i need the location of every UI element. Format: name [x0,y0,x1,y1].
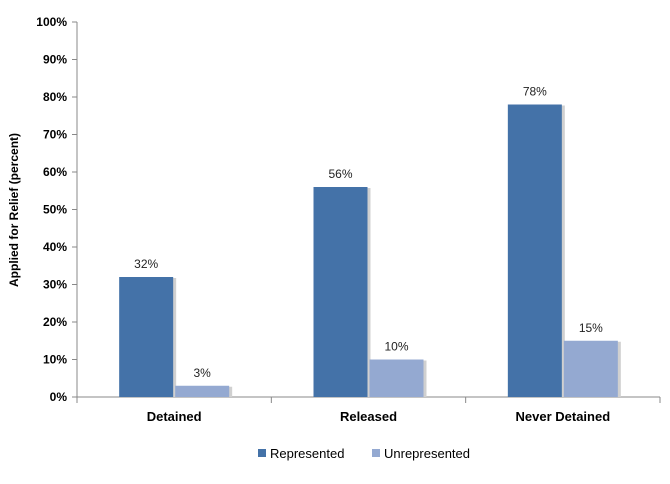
legend-label-unrepresented: Unrepresented [384,446,470,461]
data-label: 56% [328,167,352,181]
bar-unrepresented [175,385,230,397]
legend: Represented Unrepresented [258,446,470,461]
legend-swatch-unrepresented [372,449,380,457]
y-tick-label: 0% [50,390,68,404]
bar-unrepresented [369,359,424,397]
data-label: 3% [193,366,211,380]
data-label: 10% [384,340,408,354]
y-tick-label: 70% [43,128,67,142]
legend-swatch-represented [258,449,266,457]
y-tick-label: 50% [43,203,67,217]
y-tick-label: 20% [43,315,67,329]
y-tick-label: 10% [43,353,67,367]
y-tick-label: 80% [43,90,67,104]
y-tick-label: 40% [43,240,67,254]
x-category-label: Released [340,409,397,424]
bar-unrepresented [563,340,618,397]
bar-represented [507,104,562,397]
bar-represented [313,187,368,397]
legend-label-represented: Represented [270,446,344,461]
y-tick-label: 60% [43,165,67,179]
x-category-label: Detained [147,409,202,424]
bar-represented [119,277,174,397]
y-tick-label: 100% [36,15,67,29]
x-category-label: Never Detained [516,409,611,424]
y-tick-label: 30% [43,278,67,292]
data-label: 78% [523,85,547,99]
data-label: 32% [134,257,158,271]
y-tick-label: 90% [43,53,67,67]
data-label: 15% [579,321,603,335]
y-axis-title: Applied for Relief (percent) [7,133,21,287]
